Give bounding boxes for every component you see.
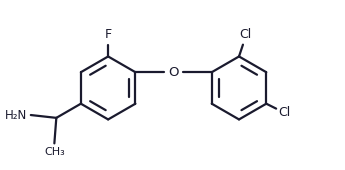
- Text: F: F: [105, 28, 112, 41]
- Text: O: O: [168, 66, 179, 79]
- Text: Cl: Cl: [239, 28, 251, 41]
- Text: CH₃: CH₃: [44, 147, 65, 157]
- Text: H₂N: H₂N: [4, 108, 27, 122]
- Text: Cl: Cl: [278, 106, 290, 119]
